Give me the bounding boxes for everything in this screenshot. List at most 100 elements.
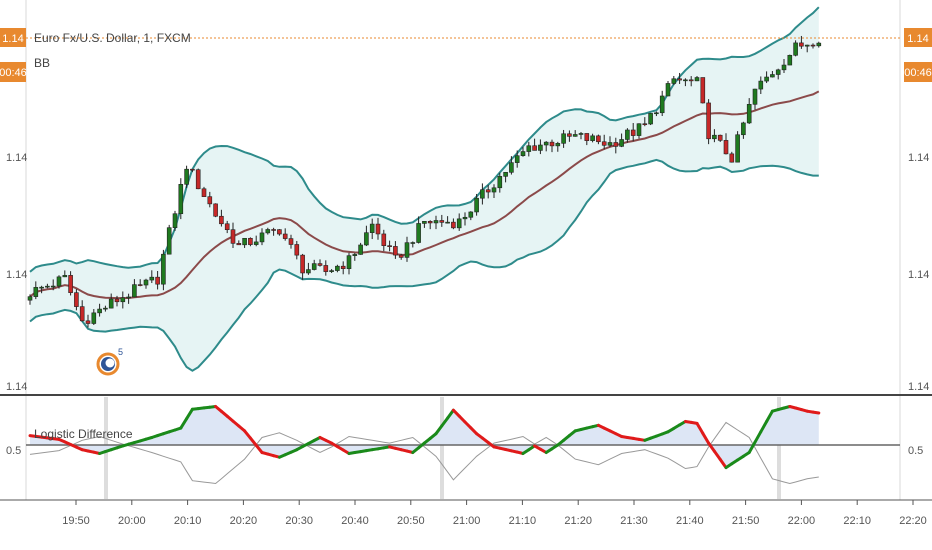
bb-fill [30,7,819,371]
candle [288,234,294,249]
left-price-tick-label: 1.14 [6,381,27,393]
candle [50,279,56,291]
candle [213,203,218,218]
candle [433,215,439,230]
oscillator-segment [747,440,757,454]
candle [219,209,224,227]
candle [538,139,543,155]
candle [509,156,514,175]
candle [630,123,636,142]
candle [723,133,729,155]
candle [694,76,700,82]
candle [207,191,213,208]
candle [572,130,578,137]
candle [729,151,735,163]
left-price-badge: 1.14 [0,28,26,47]
oscillator-legend[interactable]: Logistic Difference [34,427,133,441]
candle [224,220,230,234]
time-tick-label: 22:20 [899,515,927,527]
candle [369,218,375,240]
left-price-tick-label: 1.14 [6,269,27,281]
candle [346,252,352,275]
oscillator-left-midline-label: 0.5 [6,445,21,457]
candle [648,112,653,126]
candle [758,76,764,95]
oscillator-segment [718,457,728,470]
candle [120,291,126,309]
left-countdown-badge: 00:46 [0,62,27,82]
candle [625,128,630,143]
candle [248,237,253,247]
session-marker [777,397,781,499]
right-price-tick-label: 1.14 [908,381,929,393]
candle [781,59,787,73]
candle [735,131,740,163]
candle [439,214,445,227]
candle [352,252,358,261]
candle [549,139,555,153]
candle [712,129,717,143]
candle [520,146,526,157]
candle [45,283,50,289]
candle [114,295,120,307]
candle [700,77,706,104]
time-tick-label: 21:40 [676,515,704,527]
time-tick-label: 21:50 [732,515,760,527]
candle [404,236,410,262]
time-tick-label: 21:30 [620,515,648,527]
candle [161,249,166,291]
candle [688,76,694,87]
left-price-tick-label: 1.14 [6,152,27,164]
time-tick-label: 21:10 [509,515,537,527]
candle [567,130,572,142]
candle [787,54,793,66]
candle [555,141,561,152]
session-marker [440,397,444,499]
candle [810,43,816,49]
candle [393,241,398,259]
price-axis-ticks: 1.14 1.14 1.14 1.14 1.14 1.14 [6,152,929,393]
left-countdown-badge-text: 00:46 [0,67,27,79]
candle [126,293,131,304]
oscillator-mirror-line [29,421,819,485]
time-axis-ticks: 19:50 20:00 20:10 20:20 20:30 20:40 20:50 21:00… [62,500,927,527]
time-tick-label: 22:10 [843,515,871,527]
candle [259,228,265,246]
candle [277,229,282,236]
candle [300,253,305,280]
candle [514,150,520,168]
candle [480,183,485,205]
candle [56,275,62,289]
candle [91,309,97,326]
candle [294,240,300,260]
indicator-legend[interactable]: BB [34,56,50,70]
candle [770,71,775,78]
left-price-badge-text: 1.14 [2,33,23,45]
candle [398,253,404,260]
bb-basis-line [29,90,820,300]
candle [381,229,387,252]
candle [746,98,752,124]
candle [33,281,39,300]
right-countdown-badge: 00:46 [904,62,932,82]
candle [677,72,682,84]
time-tick-label: 20:50 [397,515,425,527]
candle [375,217,381,240]
candle [172,210,178,232]
right-price-badge: 1.14 [904,28,932,47]
oscillator-pane [26,405,900,485]
candle [543,141,549,152]
candle [74,289,79,311]
right-price-tick-label: 1.14 [908,152,929,164]
candle [497,172,503,193]
candle [584,133,590,146]
oscillator-segment [254,443,264,454]
oscillator-segment [759,420,769,434]
candle [178,178,184,220]
candle [137,279,143,287]
candle [665,80,671,97]
candle [358,242,363,255]
candle [619,133,624,148]
symbol-legend[interactable]: Euro Fx/U.S. Dollar, 1, FXCM [34,31,191,45]
